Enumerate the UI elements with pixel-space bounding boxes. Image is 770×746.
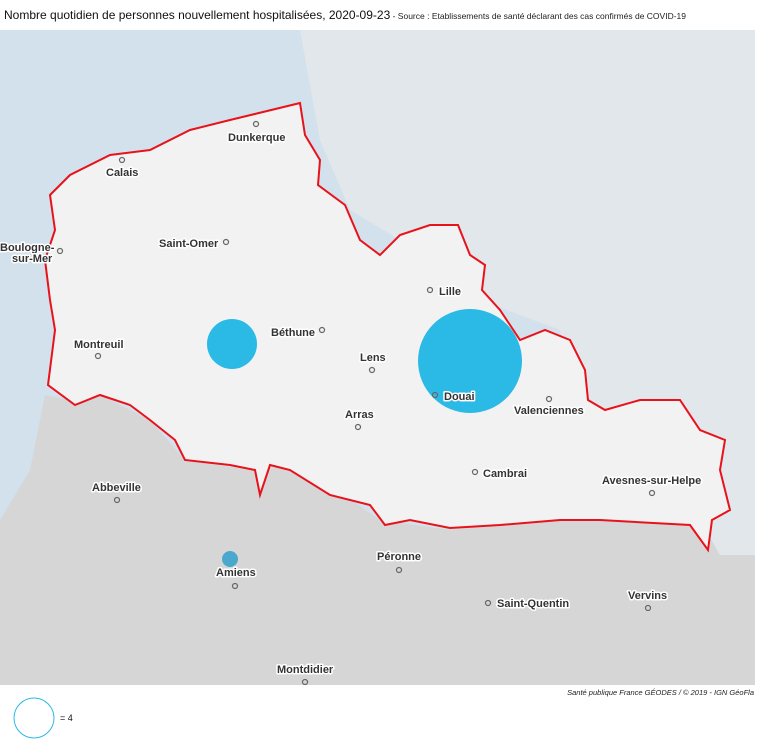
map[interactable]: Dunkerque Calais Saint-Omer Boulogne- su…: [0, 30, 755, 685]
city-label: Montdidier: [277, 664, 334, 676]
city-label: Amiens: [216, 567, 256, 579]
legend-circle: [13, 697, 55, 739]
source-text: - Source : Etablissements de santé décla…: [390, 11, 686, 21]
credit-text: Santé publique France GÉODES / © 2019 - …: [567, 688, 754, 697]
legend-label: = 4: [60, 713, 73, 723]
city-label: Cambrai: [483, 468, 527, 480]
city-label: Saint-Omer: [159, 238, 219, 250]
city-label: Calais: [106, 167, 138, 179]
city-label: Arras: [345, 409, 374, 421]
city-label: Avesnes-sur-Helpe: [602, 475, 701, 487]
city-label: Vervins: [628, 590, 667, 602]
outside-land: [0, 395, 755, 685]
bubble-douai[interactable]: [418, 309, 522, 413]
city-label: Béthune: [271, 327, 315, 339]
map-title: Nombre quotidien de personnes nouvelleme…: [4, 8, 766, 23]
city-label: Montreuil: [74, 339, 124, 351]
city-markers: [56, 120, 656, 685]
bubble-bethune[interactable]: [207, 319, 257, 369]
bubble-amiens[interactable]: [222, 551, 238, 567]
city-label: Abbeville: [92, 482, 141, 494]
title-text: Nombre quotidien de personnes nouvelleme…: [4, 8, 391, 22]
city-label: Péronne: [377, 551, 421, 563]
city-label: Lens: [360, 352, 386, 364]
city-label: Douai: [444, 391, 475, 403]
city-label: Saint-Quentin: [497, 598, 569, 610]
city-label: Boulogne-: [0, 242, 55, 254]
city-label: Lille: [439, 286, 461, 298]
city-label: Valenciennes: [514, 405, 584, 417]
city-label: Dunkerque: [228, 132, 285, 144]
city-label: sur-Mer: [12, 253, 53, 265]
hauts-de-france-region: [43, 101, 732, 553]
